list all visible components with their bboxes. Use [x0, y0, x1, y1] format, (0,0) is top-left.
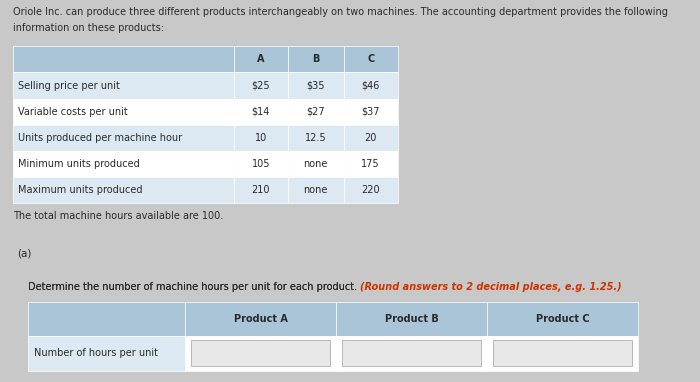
Bar — [336, 302, 487, 336]
Bar — [288, 125, 344, 151]
Text: Minimum units produced: Minimum units produced — [18, 159, 140, 169]
Text: none: none — [304, 185, 328, 195]
Text: Selling price per unit: Selling price per unit — [18, 81, 120, 91]
Bar — [13, 125, 234, 151]
Bar — [13, 73, 234, 99]
Bar — [234, 46, 288, 73]
Bar — [185, 336, 336, 371]
Text: 175: 175 — [361, 159, 380, 169]
Bar — [344, 73, 398, 99]
Text: Oriole Inc. can produce three different products interchangeably on two machines: Oriole Inc. can produce three different … — [13, 7, 668, 17]
Text: (a): (a) — [18, 249, 32, 259]
Bar — [288, 46, 344, 73]
Text: $46: $46 — [361, 81, 380, 91]
Text: Maximum units produced: Maximum units produced — [18, 185, 143, 195]
Bar — [234, 125, 288, 151]
Text: Units produced per machine hour: Units produced per machine hour — [18, 133, 182, 143]
Bar — [13, 46, 234, 73]
Text: C: C — [367, 54, 374, 64]
Text: none: none — [304, 159, 328, 169]
Text: (Round answers to 2 decimal places, e.g. 1.25.): (Round answers to 2 decimal places, e.g.… — [360, 282, 622, 292]
Bar — [344, 125, 398, 151]
Bar — [344, 46, 398, 73]
Bar — [13, 151, 234, 177]
Text: 210: 210 — [252, 185, 270, 195]
Bar — [288, 177, 344, 203]
Text: Determine the number of machine hours per unit for each product.: Determine the number of machine hours pe… — [28, 282, 360, 292]
Bar — [288, 99, 344, 125]
Text: 10: 10 — [255, 133, 267, 143]
Text: $35: $35 — [307, 81, 325, 91]
Bar — [234, 73, 288, 99]
Text: $37: $37 — [361, 107, 380, 117]
Bar — [288, 151, 344, 177]
Text: A: A — [257, 54, 265, 64]
Text: 105: 105 — [252, 159, 270, 169]
Text: $27: $27 — [307, 107, 325, 117]
Text: Number of hours per unit: Number of hours per unit — [34, 348, 158, 358]
Bar — [234, 177, 288, 203]
Text: $25: $25 — [251, 81, 270, 91]
Text: 220: 220 — [361, 185, 380, 195]
Bar — [342, 340, 482, 366]
Text: 12.5: 12.5 — [305, 133, 327, 143]
Bar — [234, 151, 288, 177]
Text: B: B — [312, 54, 319, 64]
Text: information on these products:: information on these products: — [13, 23, 164, 33]
Text: 20: 20 — [365, 133, 377, 143]
Bar — [344, 99, 398, 125]
Bar — [13, 177, 234, 203]
Text: Variable costs per unit: Variable costs per unit — [18, 107, 128, 117]
Text: Product C: Product C — [536, 314, 589, 324]
Bar — [13, 99, 234, 125]
Bar — [336, 336, 487, 371]
Bar — [487, 336, 638, 371]
Bar — [344, 151, 398, 177]
Bar — [493, 340, 632, 366]
Bar — [28, 336, 185, 371]
Text: Product B: Product B — [384, 314, 438, 324]
Bar — [288, 73, 344, 99]
Bar — [234, 99, 288, 125]
Bar — [185, 302, 336, 336]
Bar — [487, 302, 638, 336]
Text: $14: $14 — [252, 107, 270, 117]
Bar — [344, 177, 398, 203]
Bar — [190, 340, 330, 366]
Text: Determine the number of machine hours per unit for each product.: Determine the number of machine hours pe… — [28, 282, 360, 292]
Text: Product A: Product A — [234, 314, 288, 324]
Text: The total machine hours available are 100.: The total machine hours available are 10… — [13, 211, 223, 221]
Bar — [28, 302, 185, 336]
